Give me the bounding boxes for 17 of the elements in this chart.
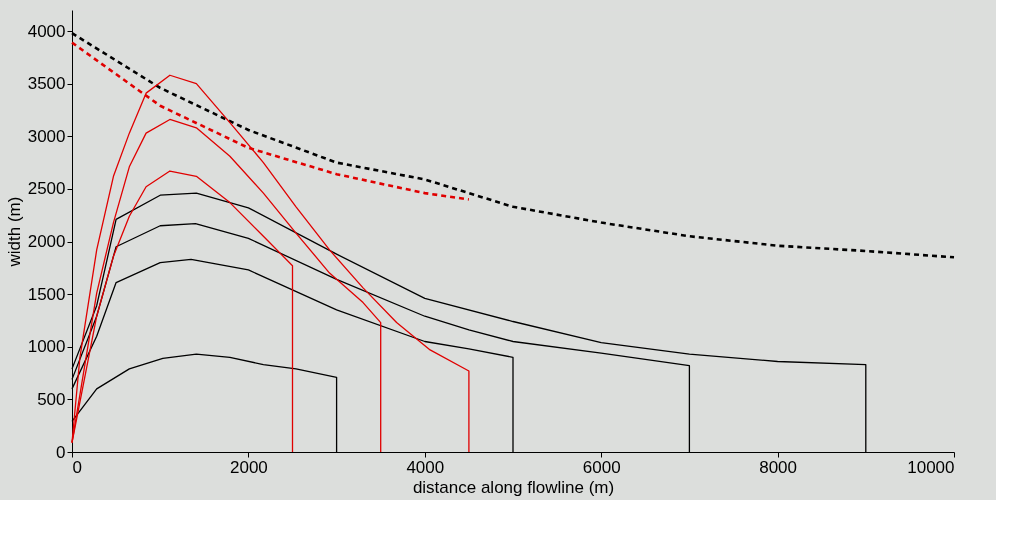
x-tick-label: 10000: [907, 457, 955, 477]
y-tick-label: 2000: [27, 232, 66, 252]
x-tick-label: 0: [72, 457, 82, 477]
y-tick-label: 1500: [27, 284, 66, 304]
x-axis-title: distance along flowline (m): [412, 477, 615, 497]
y-tick-label: 2500: [27, 179, 66, 199]
y-tick-label: 4000: [27, 21, 66, 41]
y-axis-title: width (m): [4, 196, 24, 268]
y-tick-label: 3000: [27, 126, 66, 146]
y-tick-label: 1000: [27, 337, 66, 357]
y-tick-label: 0: [56, 442, 66, 462]
x-tick-label: 8000: [759, 457, 798, 477]
x-tick-label: 2000: [229, 457, 268, 477]
y-tick-label: 3500: [27, 74, 66, 94]
y-tick-label: 500: [37, 389, 66, 409]
x-tick-label: 6000: [582, 457, 621, 477]
x-tick-label: 4000: [406, 457, 445, 477]
